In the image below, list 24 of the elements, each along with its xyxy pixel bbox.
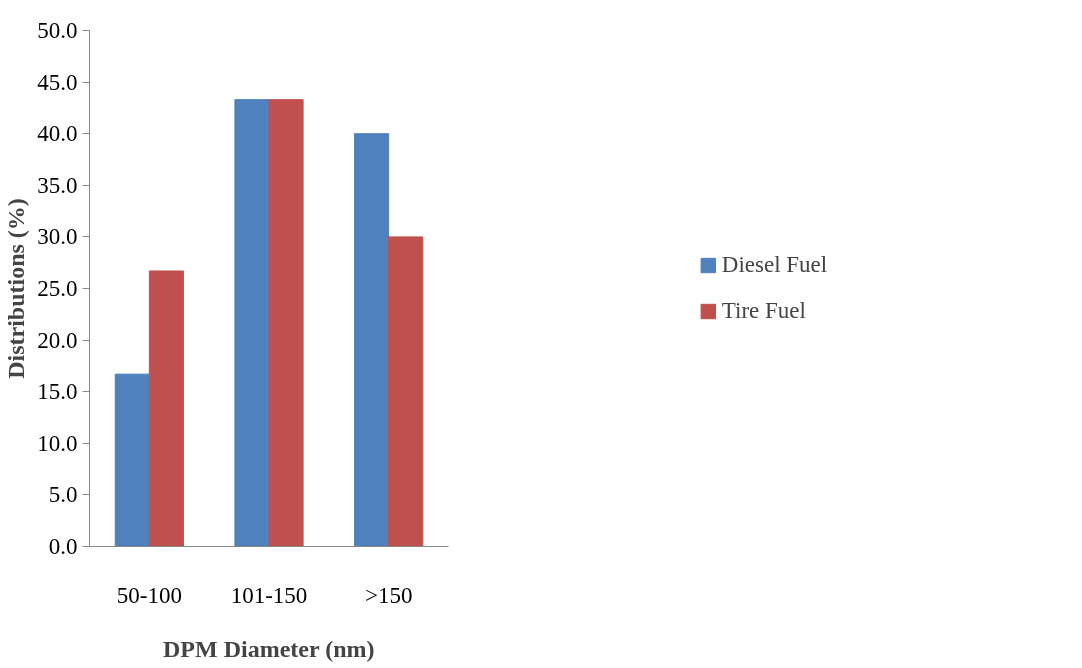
y-tick-label: 25.0 bbox=[37, 276, 78, 301]
x-tick-label: 101-150 bbox=[230, 582, 308, 608]
y-tick-label: 50.0 bbox=[37, 18, 78, 43]
y-tick-label: 0.0 bbox=[48, 534, 78, 559]
bar bbox=[388, 236, 424, 547]
y-tick-label: 5.0 bbox=[48, 482, 78, 508]
bar bbox=[268, 99, 304, 547]
y-tick-label: 30.0 bbox=[37, 224, 78, 250]
y-tick-label: 35.0 bbox=[37, 172, 78, 198]
bar bbox=[234, 99, 270, 547]
y-tick-label: 20.0 bbox=[37, 327, 78, 353]
x-tick-label: >150 bbox=[364, 582, 413, 608]
legend-label: Diesel Fuel bbox=[721, 252, 828, 278]
x-tick-label: 50-100 bbox=[116, 582, 182, 608]
y-tick-label: 45.0 bbox=[37, 69, 78, 95]
bar bbox=[148, 270, 184, 547]
x-axis-title: DPM Diameter (nm) bbox=[163, 635, 375, 662]
y-tick-label: 10.0 bbox=[37, 430, 78, 456]
bar bbox=[354, 133, 390, 547]
y-tick-label: 40.0 bbox=[37, 121, 78, 147]
y-axis-title: Distributions (%) bbox=[3, 198, 30, 379]
y-tick-label: 15.0 bbox=[37, 379, 78, 405]
bar bbox=[114, 373, 150, 547]
legend-label: Tire Fuel bbox=[721, 298, 806, 324]
